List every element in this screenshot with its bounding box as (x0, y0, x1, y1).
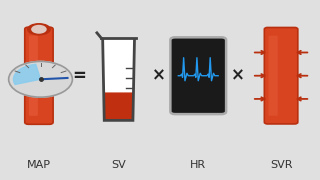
FancyBboxPatch shape (268, 36, 278, 116)
Text: SVR: SVR (270, 160, 292, 170)
Text: HR: HR (190, 160, 206, 170)
Polygon shape (13, 64, 41, 84)
FancyBboxPatch shape (170, 37, 226, 114)
Text: ×: × (231, 67, 245, 85)
Text: =: = (72, 67, 86, 85)
FancyBboxPatch shape (29, 35, 38, 116)
Text: SV: SV (111, 160, 126, 170)
Circle shape (9, 61, 72, 97)
Text: MAP: MAP (27, 160, 51, 170)
FancyBboxPatch shape (264, 28, 298, 124)
FancyBboxPatch shape (25, 27, 53, 124)
Ellipse shape (31, 25, 47, 34)
Polygon shape (104, 92, 133, 120)
Polygon shape (103, 38, 134, 120)
Text: ×: × (151, 67, 165, 85)
Ellipse shape (27, 23, 51, 35)
